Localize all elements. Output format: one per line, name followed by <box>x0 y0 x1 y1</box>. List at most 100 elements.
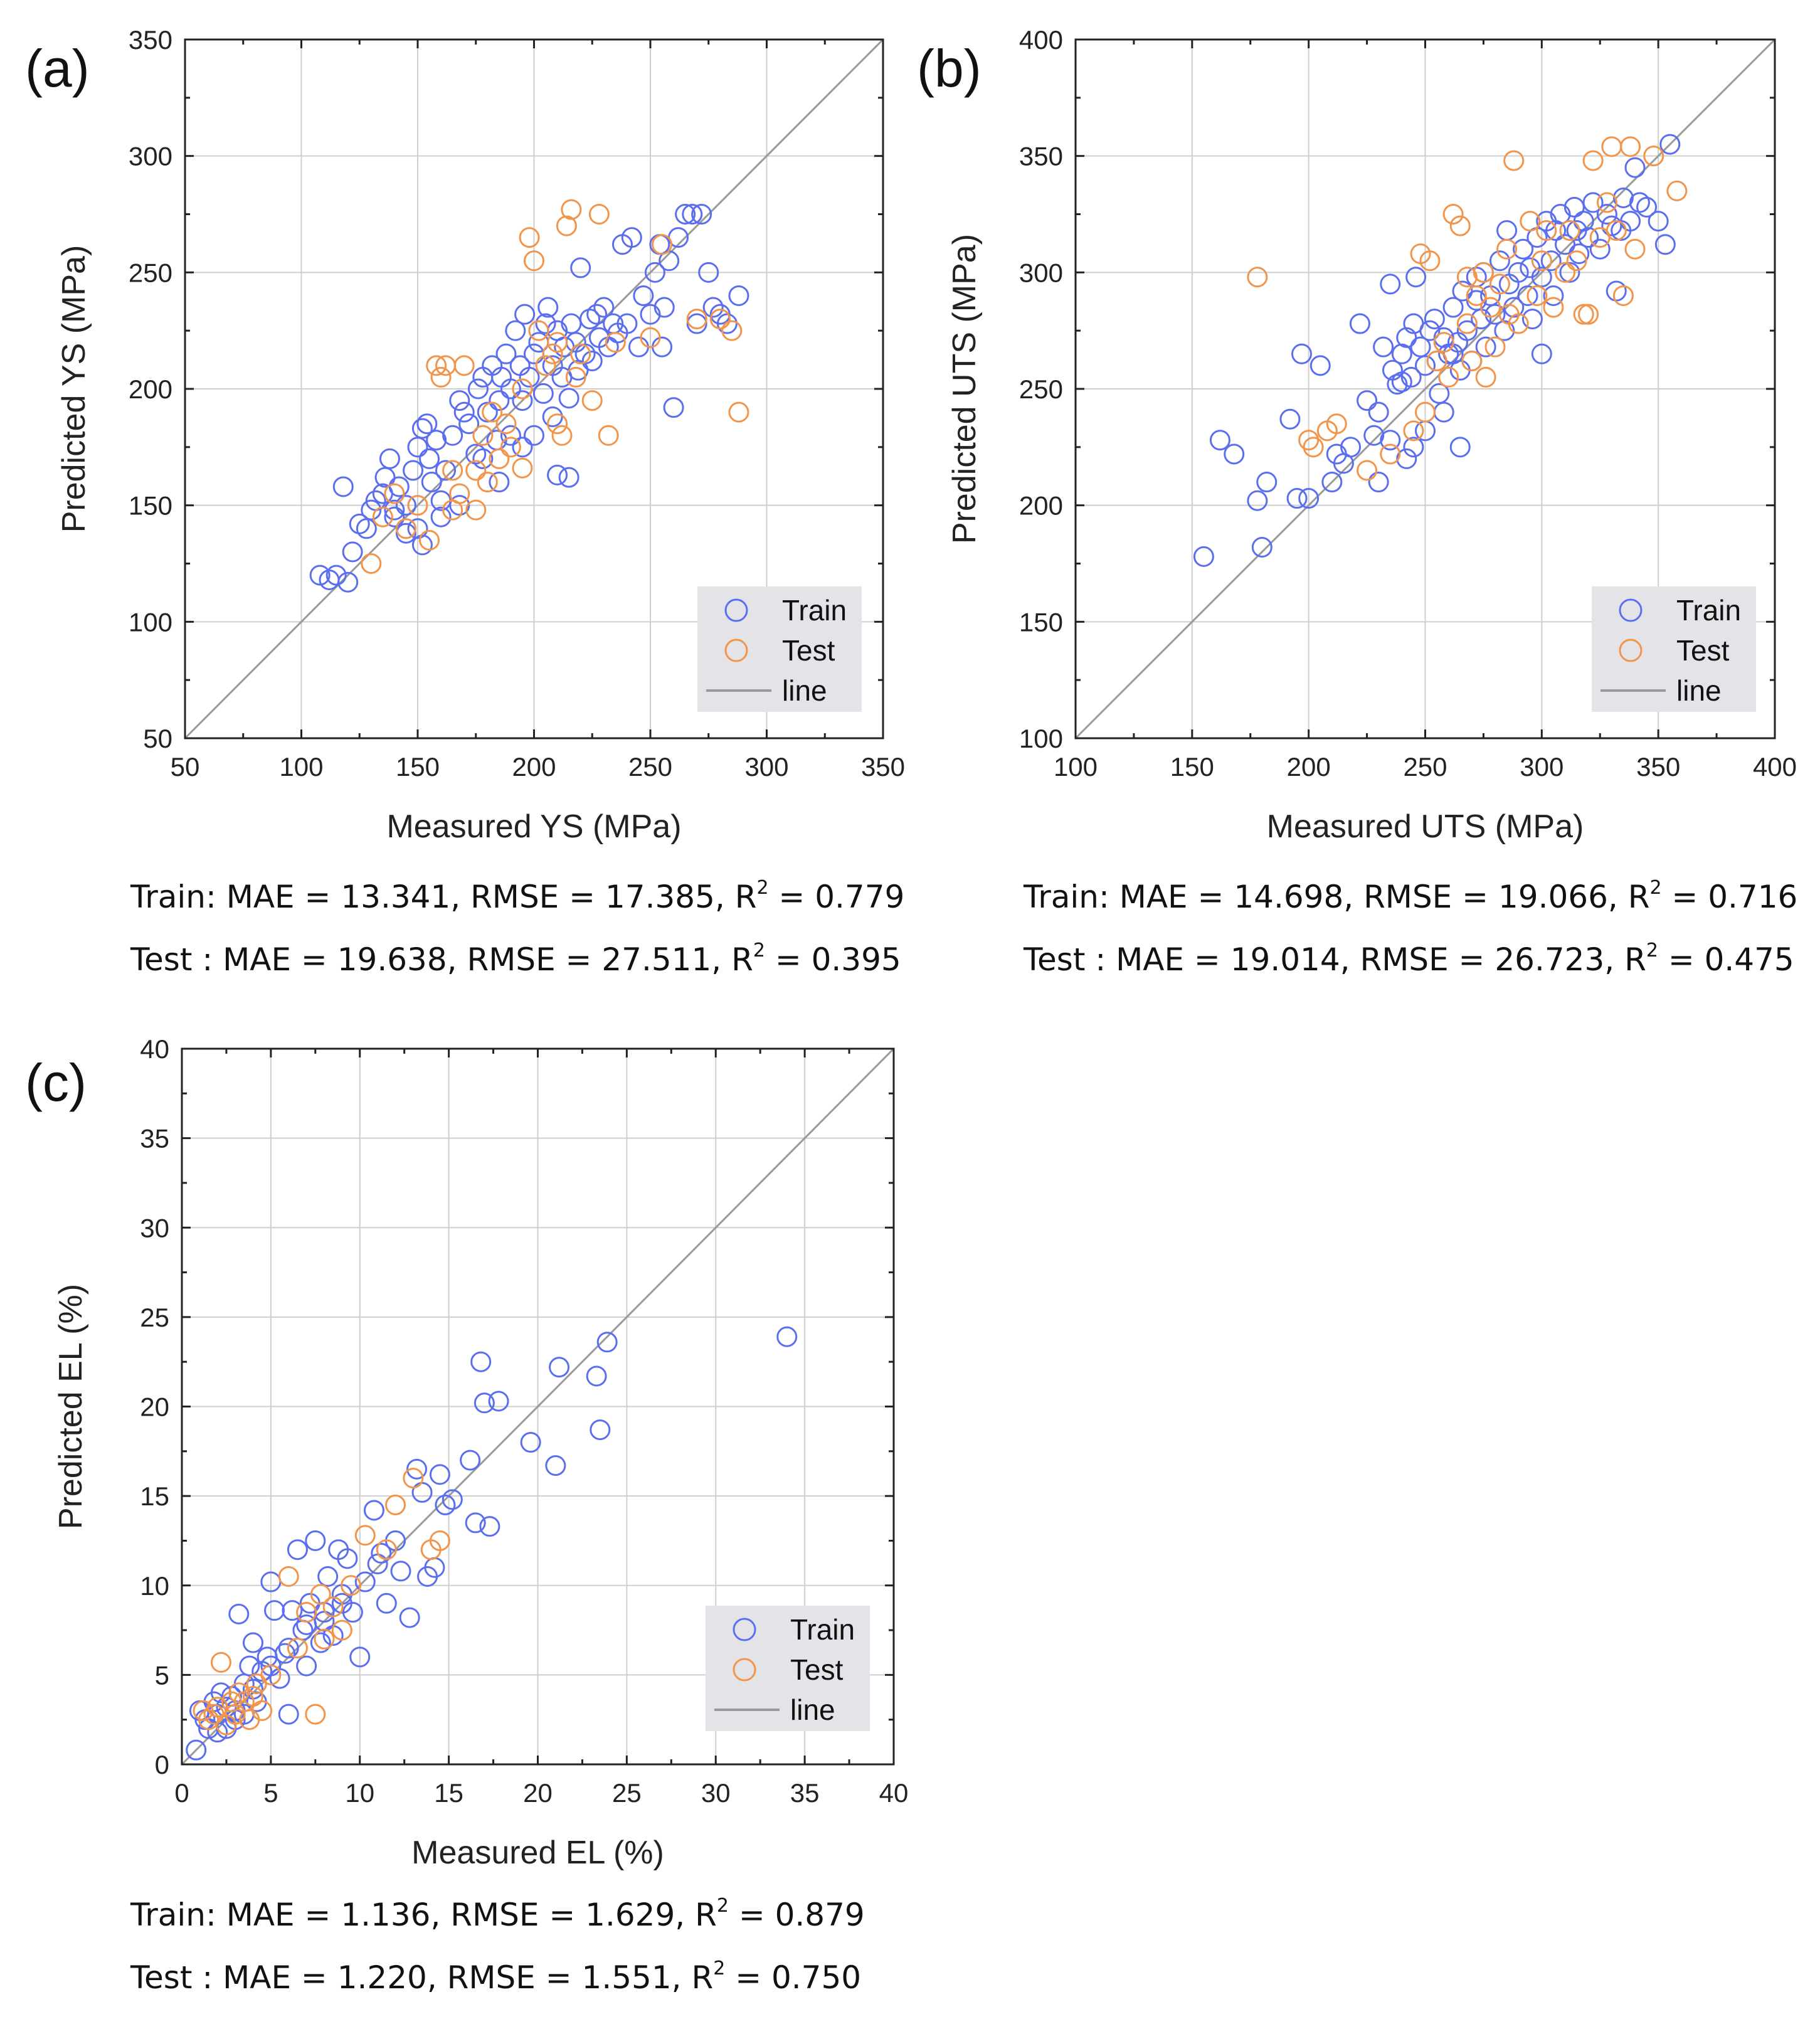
train-point <box>264 1600 285 1621</box>
train-point <box>728 285 749 306</box>
train-point <box>278 1704 299 1725</box>
identity-line <box>181 1047 895 1766</box>
test-point <box>581 390 603 411</box>
test-point <box>728 401 749 423</box>
test-point <box>1612 285 1634 306</box>
test-point <box>449 483 470 504</box>
train-point <box>1624 157 1646 178</box>
train-point <box>479 1516 500 1537</box>
test-point <box>1489 273 1510 295</box>
train-point <box>1279 408 1301 430</box>
test-point <box>322 1596 344 1618</box>
legend-label-test: Test <box>782 634 835 667</box>
series-train <box>1193 134 1681 567</box>
panel-a-test-stats: Test : MAE = 19.638, RMSE = 27.511, R2 =… <box>130 940 901 978</box>
test-point <box>1606 220 1627 241</box>
train-point <box>702 297 724 318</box>
test-point <box>547 332 568 353</box>
legend-label-line: line <box>790 1693 835 1726</box>
train-point <box>574 343 596 364</box>
train-point <box>621 227 642 248</box>
train-point <box>435 1494 456 1515</box>
legend-test-swatch <box>724 639 748 662</box>
train-point <box>296 1655 317 1677</box>
test-point <box>1438 366 1459 388</box>
train-point <box>1543 285 1564 306</box>
train-point <box>406 1458 428 1480</box>
test-point <box>709 309 731 330</box>
train-point <box>361 499 382 521</box>
train-point <box>371 1542 392 1564</box>
train-point <box>1449 437 1471 458</box>
train-point <box>640 304 661 325</box>
train-point <box>586 304 608 325</box>
train-point <box>776 1326 798 1347</box>
test-point <box>1298 430 1320 451</box>
test-point <box>652 234 673 255</box>
test-point <box>1643 146 1664 167</box>
test-point <box>472 425 494 446</box>
test-point <box>341 1575 362 1596</box>
train-point <box>512 437 533 458</box>
panel-label: (b) <box>917 39 981 98</box>
test-point <box>1503 150 1525 171</box>
test-point <box>385 1494 406 1515</box>
train-point <box>349 513 370 534</box>
test-point <box>495 413 517 435</box>
test-point <box>1536 220 1557 241</box>
train-point <box>1545 220 1567 241</box>
test-point <box>1596 192 1617 213</box>
train-point <box>395 522 416 544</box>
panel-b-test-stats: Test : MAE = 19.014, RMSE = 26.723, R2 =… <box>1024 940 1794 978</box>
train-point <box>1508 262 1529 283</box>
y-tick-label: 0 <box>155 1750 169 1779</box>
test-point <box>1566 250 1587 272</box>
y-tick-label: 40 <box>140 1034 169 1064</box>
test-point <box>1480 297 1501 318</box>
identity-line <box>1074 38 1776 739</box>
train-point <box>395 495 416 516</box>
train-point <box>282 1600 303 1621</box>
test-point <box>1666 180 1688 201</box>
test-point <box>1461 350 1483 371</box>
train-point <box>390 1561 411 1582</box>
legend-label-test: Test <box>790 1653 844 1686</box>
ticks <box>181 1047 895 1766</box>
test-point <box>1573 304 1594 325</box>
train-point <box>1309 355 1331 376</box>
test-point <box>1531 250 1552 272</box>
train-point <box>1251 537 1272 558</box>
test-point <box>1526 285 1548 306</box>
train-point <box>1405 267 1427 288</box>
train-point <box>616 313 638 334</box>
test-point <box>1247 267 1268 288</box>
train-point <box>1612 188 1634 209</box>
train-point <box>1503 297 1525 318</box>
x-tick-label: 20 <box>523 1778 553 1808</box>
train-point <box>505 320 526 341</box>
train-point <box>363 1500 384 1521</box>
x-tick-label: 100 <box>279 752 323 782</box>
test-point <box>605 332 626 353</box>
train-point <box>449 390 470 411</box>
test-point <box>1473 262 1494 283</box>
test-point <box>547 413 568 435</box>
train-point <box>500 378 521 400</box>
test-point <box>426 355 447 376</box>
train-point <box>239 1655 260 1677</box>
legend-label-train: Train <box>790 1613 855 1646</box>
panel-c: 00 5 5 10 10 15 15 20 20 25 25 30 30 35 35 40 40 Measured… <box>25 1034 908 1871</box>
train-point <box>590 1419 611 1441</box>
test-point <box>542 343 563 364</box>
train-point <box>474 1392 495 1414</box>
train-point <box>579 309 601 330</box>
test-point <box>512 378 533 400</box>
y-tick-label: 250 <box>129 258 172 287</box>
test-point <box>1578 304 1599 325</box>
test-point <box>1624 238 1646 260</box>
train-point <box>1396 448 1417 469</box>
test-point <box>287 1638 308 1659</box>
train-point <box>388 476 410 497</box>
test-point <box>1433 332 1454 353</box>
x-tick-label: 15 <box>434 1778 463 1808</box>
